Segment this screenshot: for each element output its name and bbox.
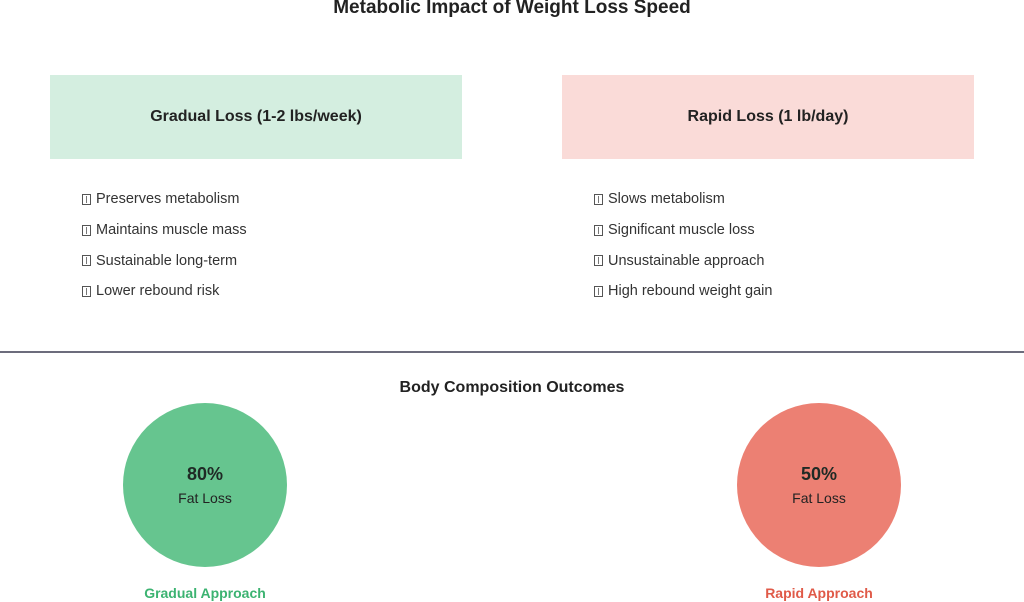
missing-glyph-icon bbox=[594, 224, 603, 236]
list-item: Unsustainable approach bbox=[594, 245, 772, 276]
item-text: Significant muscle loss bbox=[608, 222, 755, 239]
item-text: Preserves metabolism bbox=[96, 191, 240, 208]
missing-glyph-icon bbox=[82, 193, 91, 205]
gradual-approach-caption: Gradual Approach bbox=[144, 585, 266, 601]
missing-glyph-icon bbox=[82, 224, 91, 236]
gradual-list: Preserves metabolism Maintains muscle ma… bbox=[82, 184, 247, 307]
list-item: Preserves metabolism bbox=[82, 184, 247, 215]
item-text: Lower rebound risk bbox=[96, 283, 220, 300]
missing-glyph-icon bbox=[82, 255, 91, 267]
rapid-fat-loss-value: 50% bbox=[800, 464, 838, 484]
item-text: Sustainable long-term bbox=[96, 252, 238, 269]
missing-glyph-icon bbox=[82, 285, 91, 297]
missing-glyph-icon bbox=[594, 285, 603, 297]
outcomes-title: Body Composition Outcomes bbox=[399, 379, 625, 396]
list-item: Slows metabolism bbox=[594, 184, 772, 215]
item-text: Unsustainable approach bbox=[608, 252, 765, 269]
missing-glyph-icon bbox=[594, 193, 603, 205]
gradual-fat-loss-label: Fat Loss bbox=[178, 490, 232, 506]
list-item: High rebound weight gain bbox=[594, 276, 772, 307]
rapid-list: Slows metabolism Significant muscle loss… bbox=[594, 184, 772, 307]
rapid-fat-loss-label: Fat Loss bbox=[792, 490, 846, 506]
item-text: Maintains muscle mass bbox=[96, 222, 247, 239]
page-title: Metabolic Impact of Weight Loss Speed bbox=[333, 0, 691, 18]
list-item: Lower rebound risk bbox=[82, 276, 247, 307]
item-text: Slows metabolism bbox=[608, 191, 725, 208]
rapid-approach-caption: Rapid Approach bbox=[765, 585, 873, 601]
gradual-outcome-circle: 80% Fat Loss bbox=[123, 403, 287, 567]
rapid-outcome-circle: 50% Fat Loss bbox=[737, 403, 901, 567]
missing-glyph-icon bbox=[594, 255, 603, 267]
rapid-loss-header: Rapid Loss (1 lb/day) bbox=[562, 75, 974, 159]
gradual-loss-header: Gradual Loss (1-2 lbs/week) bbox=[50, 75, 462, 159]
list-item: Maintains muscle mass bbox=[82, 215, 247, 246]
section-divider bbox=[0, 351, 1024, 353]
list-item: Sustainable long-term bbox=[82, 245, 247, 276]
list-item: Significant muscle loss bbox=[594, 215, 772, 246]
gradual-fat-loss-value: 80% bbox=[186, 464, 224, 484]
item-text: High rebound weight gain bbox=[608, 283, 773, 300]
